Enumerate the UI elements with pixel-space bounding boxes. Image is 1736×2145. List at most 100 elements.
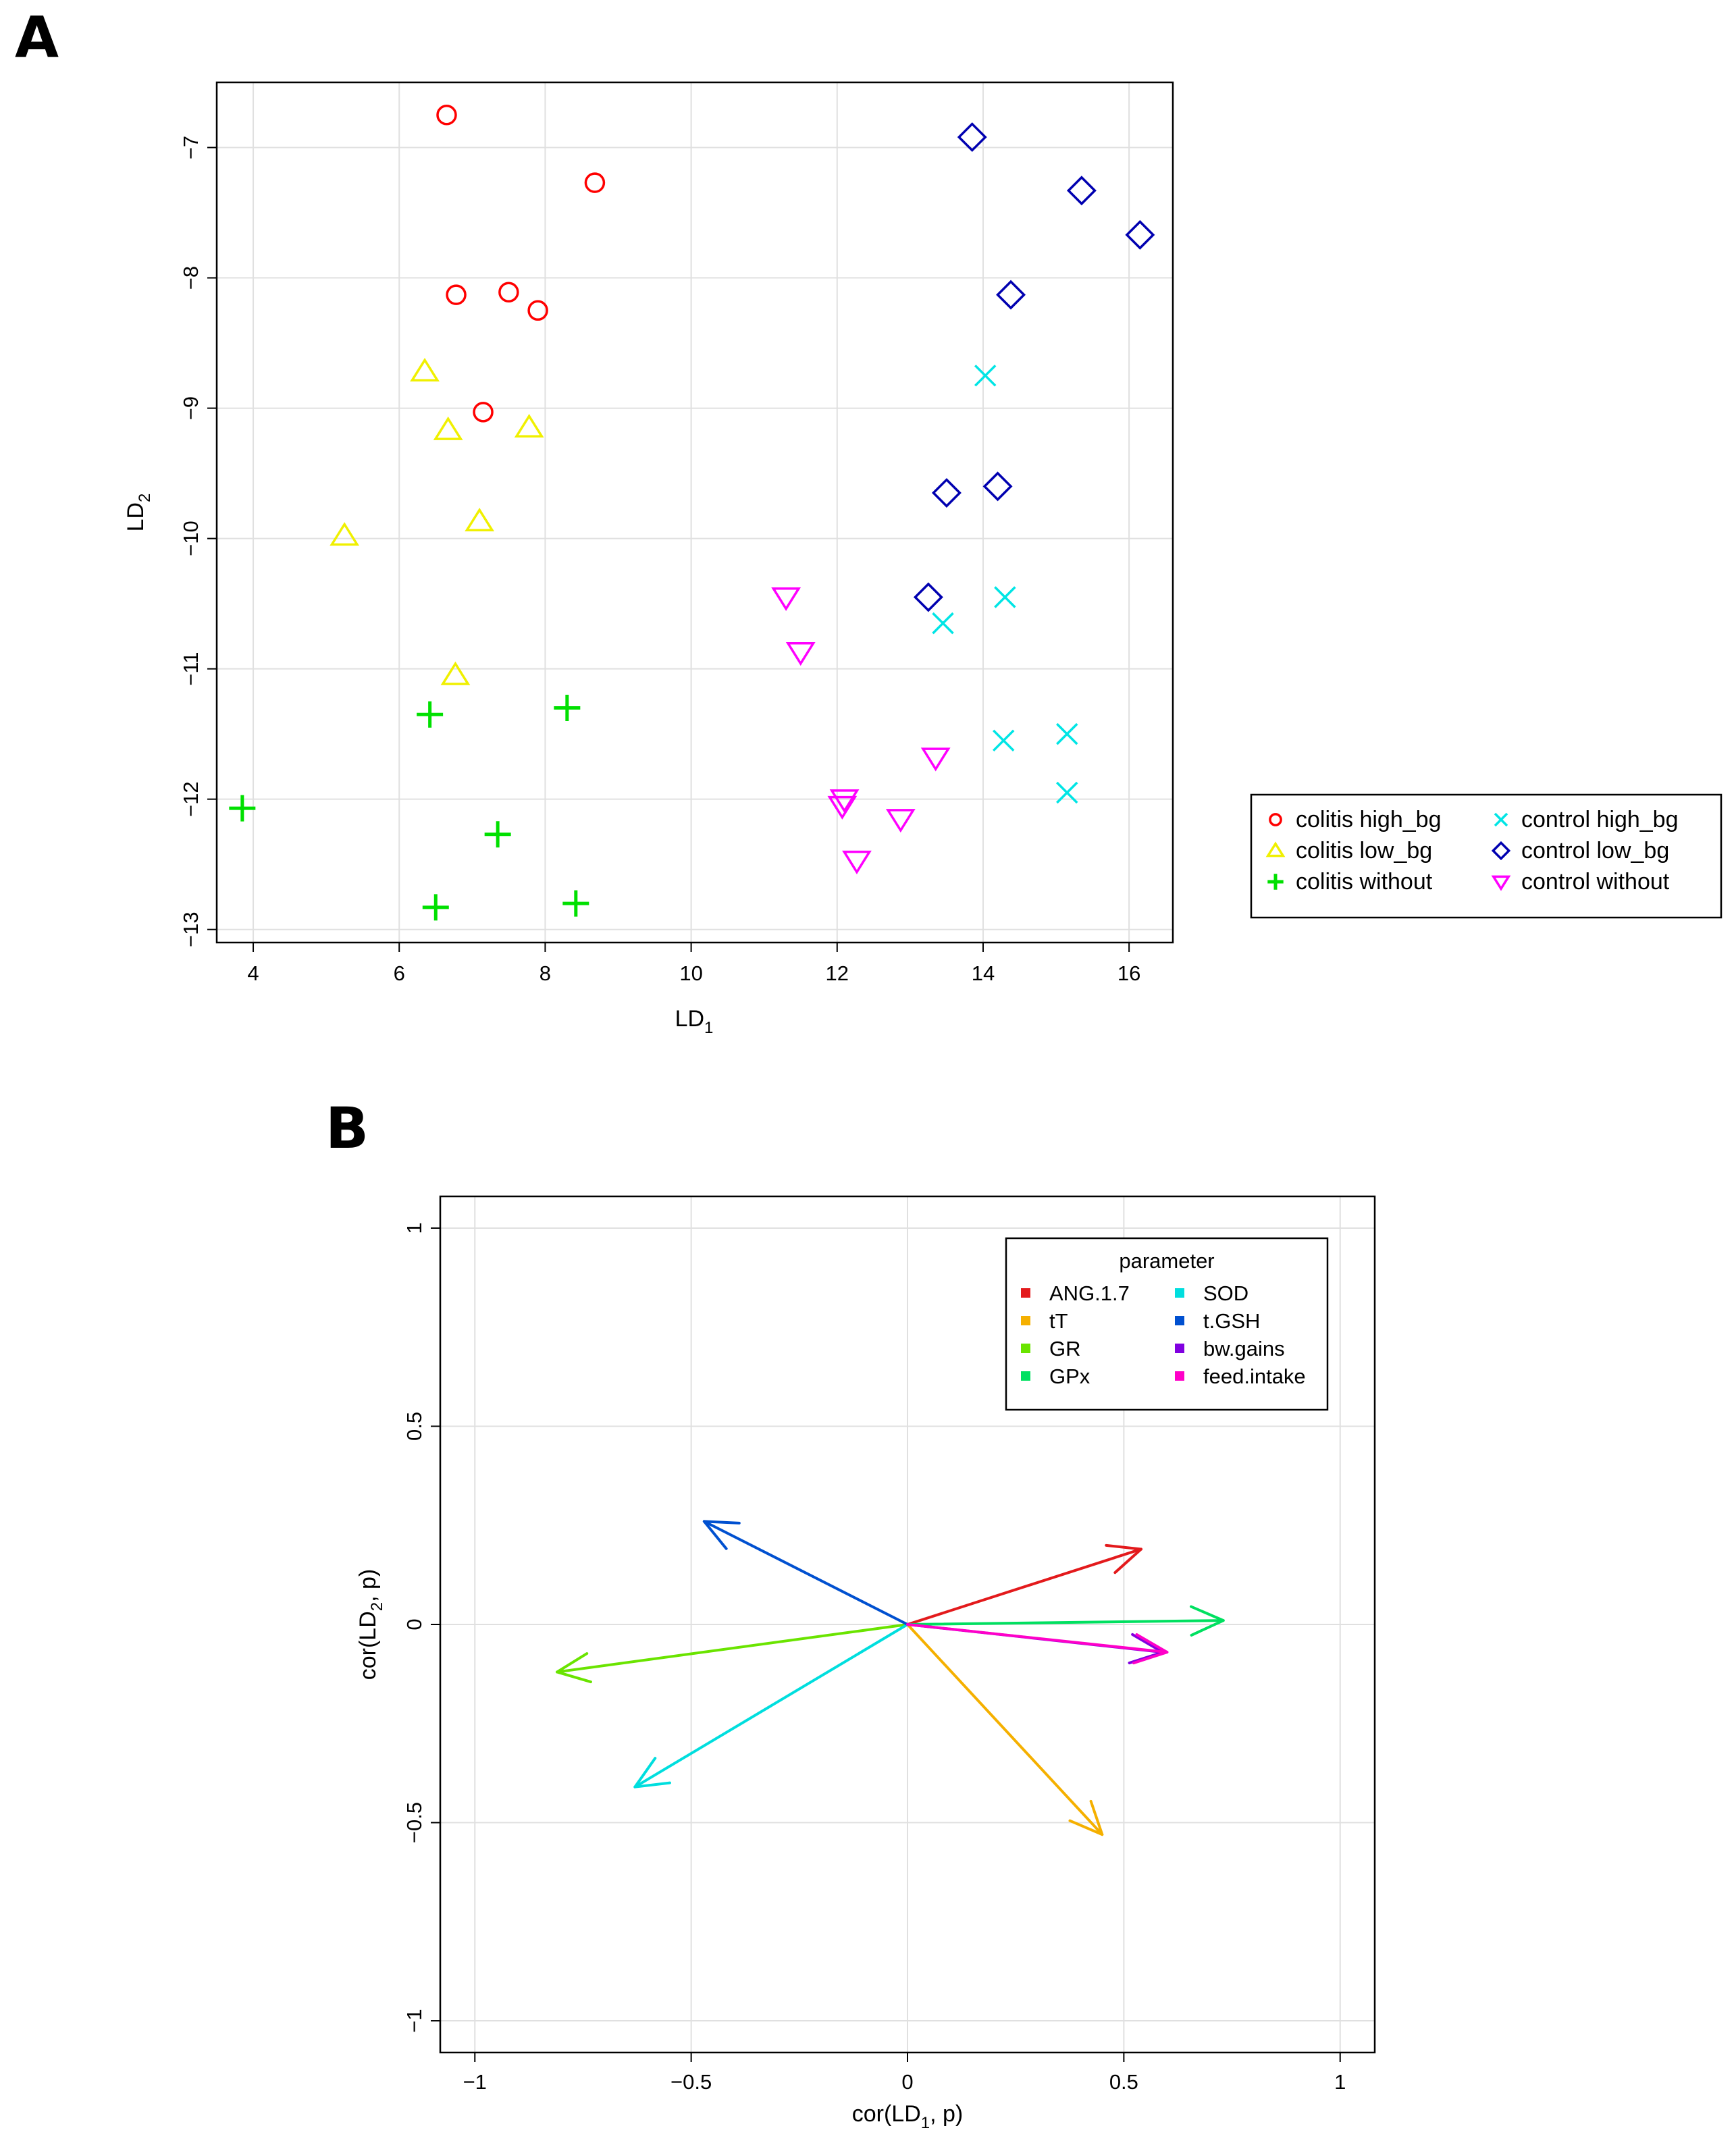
panel-a-x-tick-label: 6 xyxy=(394,961,405,985)
panel-b-x-tick-label: 1 xyxy=(1334,2070,1346,2094)
point-control-low-bg xyxy=(1125,219,1155,250)
panel-a-x-ticks: 4 6 8 10 12 14 16 xyxy=(247,943,1140,985)
legend-swatch-t-gsh xyxy=(1175,1316,1184,1325)
arrow-shaft-tt xyxy=(906,1623,1104,1836)
legend-label-colitis-low-bg: colitis low_bg xyxy=(1296,838,1432,864)
legend-label-colitis-without: colitis without xyxy=(1296,869,1433,895)
arrow-head-feed-intake xyxy=(1132,1633,1169,1665)
legend-label-sod: SOD xyxy=(1203,1281,1248,1305)
panel-b-label: B xyxy=(325,1095,369,1161)
panel-a-y-tick-label: −11 xyxy=(179,652,203,685)
panel-b-y-ticks: −1 −0.5 0 0.5 1 xyxy=(402,1222,440,2033)
arrow-tt xyxy=(906,1623,1104,1836)
legend-swatch-sod xyxy=(1175,1288,1184,1298)
panel-b-x-title-sub: 1 xyxy=(921,2114,930,2132)
arrow-head-t-gsh xyxy=(702,1520,741,1550)
legend-label-feed-intake: feed.intake xyxy=(1203,1365,1306,1388)
point-colitis-without xyxy=(554,695,581,722)
panel-a-label: A xyxy=(15,4,59,70)
legend-label-bw-gains: bw.gains xyxy=(1203,1337,1285,1360)
point-colitis-without xyxy=(562,890,589,917)
panel-b-y-title-sub: 2 xyxy=(368,1602,386,1611)
panel-b-x-tick-label: 0.5 xyxy=(1109,2070,1138,2094)
panel-b-arrows xyxy=(556,1520,1225,1836)
point-colitis-low-bg xyxy=(514,413,544,438)
panel-a-points xyxy=(229,105,1155,921)
arrow-head-sod xyxy=(633,1757,671,1789)
panel-b-x-tick-label: −1 xyxy=(463,2070,487,2094)
panel-a-x-title-sub: 1 xyxy=(704,1019,713,1037)
point-colitis-high-bg xyxy=(498,282,519,303)
panel-b-y-tick-label: 0 xyxy=(402,1618,426,1630)
legend-swatch-feed-intake xyxy=(1175,1371,1184,1381)
point-control-high-bg xyxy=(1056,722,1078,745)
point-control-without xyxy=(920,747,951,772)
arrow-sod xyxy=(633,1623,909,1789)
panel-a-y-title-sub: 2 xyxy=(136,494,154,502)
panel-b-legend-box xyxy=(1005,1237,1329,1411)
panel-b-x-ticks: −1 −0.5 0 0.5 1 xyxy=(463,2053,1346,2094)
legend-swatch-gr xyxy=(1021,1344,1030,1353)
legend-swatch-ang-1-7 xyxy=(1021,1288,1030,1298)
arrow-shaft-feed-intake xyxy=(906,1623,1169,1654)
legend-label-ang-1-7: ANG.1.7 xyxy=(1049,1281,1130,1305)
point-colitis-low-bg xyxy=(410,357,440,382)
panel-b-vector-plot: −1 −0.5 0 0.5 1 −1−0.500.51 cor(LD1, p) cor(… xyxy=(355,1195,1376,2132)
legend-marker-control-high-bg xyxy=(1494,812,1508,827)
panel-b-x-title-end: , p) xyxy=(930,2101,963,2127)
point-colitis-high-bg xyxy=(527,300,548,321)
point-control-without xyxy=(885,809,916,833)
point-colitis-low-bg xyxy=(433,416,463,440)
point-colitis-without xyxy=(229,795,256,822)
arrow-shaft-gr xyxy=(556,1623,909,1674)
point-colitis-high-bg xyxy=(584,172,606,193)
point-colitis-without xyxy=(422,894,449,921)
point-colitis-low-bg xyxy=(465,507,495,532)
point-control-without xyxy=(842,850,872,874)
arrow-head-gpx xyxy=(1190,1605,1225,1637)
panel-b-y-tick-label: −1 xyxy=(402,2009,426,2032)
panel-a-y-tick-label: −13 xyxy=(179,911,203,947)
point-colitis-without xyxy=(484,821,511,848)
panel-a-frame xyxy=(215,81,1174,944)
point-colitis-low-bg xyxy=(440,661,471,685)
panel-a-x-tick-label: 4 xyxy=(247,961,259,985)
arrow-head-gr xyxy=(556,1652,592,1684)
panel-a-y-ticks: −13 −12 −11 −10 −9 −8 −7 xyxy=(179,136,217,947)
point-colitis-low-bg xyxy=(330,522,360,546)
legend-marker-control-low-bg xyxy=(1491,841,1511,861)
panel-a-grid xyxy=(217,82,1173,943)
panel-b-legend: parameter ANG.1.7 tT GR GPx SOD t.GSH bw.gains… xyxy=(1005,1237,1329,1411)
point-control-without xyxy=(771,587,801,612)
point-control-high-bg xyxy=(974,365,997,387)
point-control-without xyxy=(785,642,816,666)
point-control-low-bg xyxy=(957,122,987,153)
panel-b-y-axis-title: cor(LD2, p) xyxy=(355,1569,386,1680)
arrow-feed-intake xyxy=(906,1623,1169,1665)
point-colitis-high-bg xyxy=(473,402,494,423)
arrow-t-gsh xyxy=(702,1520,909,1626)
arrow-shaft-t-gsh xyxy=(702,1520,909,1626)
panel-b-x-title-main: cor(LD xyxy=(852,2101,921,2127)
panel-a-x-tick-label: 10 xyxy=(679,961,702,985)
panel-a-y-tick-label: −7 xyxy=(179,136,203,159)
arrow-gr xyxy=(556,1623,909,1684)
panel-b-grid xyxy=(440,1196,1375,2053)
legend-label-control-high-bg: control high_bg xyxy=(1521,807,1679,832)
panel-a-legend-box xyxy=(1250,793,1722,919)
panel-b-x-tick-label: 0 xyxy=(901,2070,913,2094)
panel-a-y-tick-label: −8 xyxy=(179,266,203,290)
legend-marker-control-without xyxy=(1491,875,1511,891)
point-colitis-high-bg xyxy=(446,284,467,305)
panel-a-x-tick-label: 8 xyxy=(540,961,551,985)
legend-label-colitis-high-bg: colitis high_bg xyxy=(1296,807,1441,832)
point-colitis-without xyxy=(417,701,444,728)
panel-b-y-tick-label: 1 xyxy=(402,1222,426,1234)
arrow-shaft-sod xyxy=(633,1623,909,1789)
legend-label-t-gsh: t.GSH xyxy=(1203,1309,1260,1333)
panel-a-scatter-plot: 4 6 8 10 12 14 16 −13−12−11−10−9−8−7 LD1 LD2 xyxy=(123,81,1174,1037)
arrow-head-ang-1-7 xyxy=(1105,1543,1142,1574)
panel-b-legend-title: parameter xyxy=(1119,1249,1214,1273)
